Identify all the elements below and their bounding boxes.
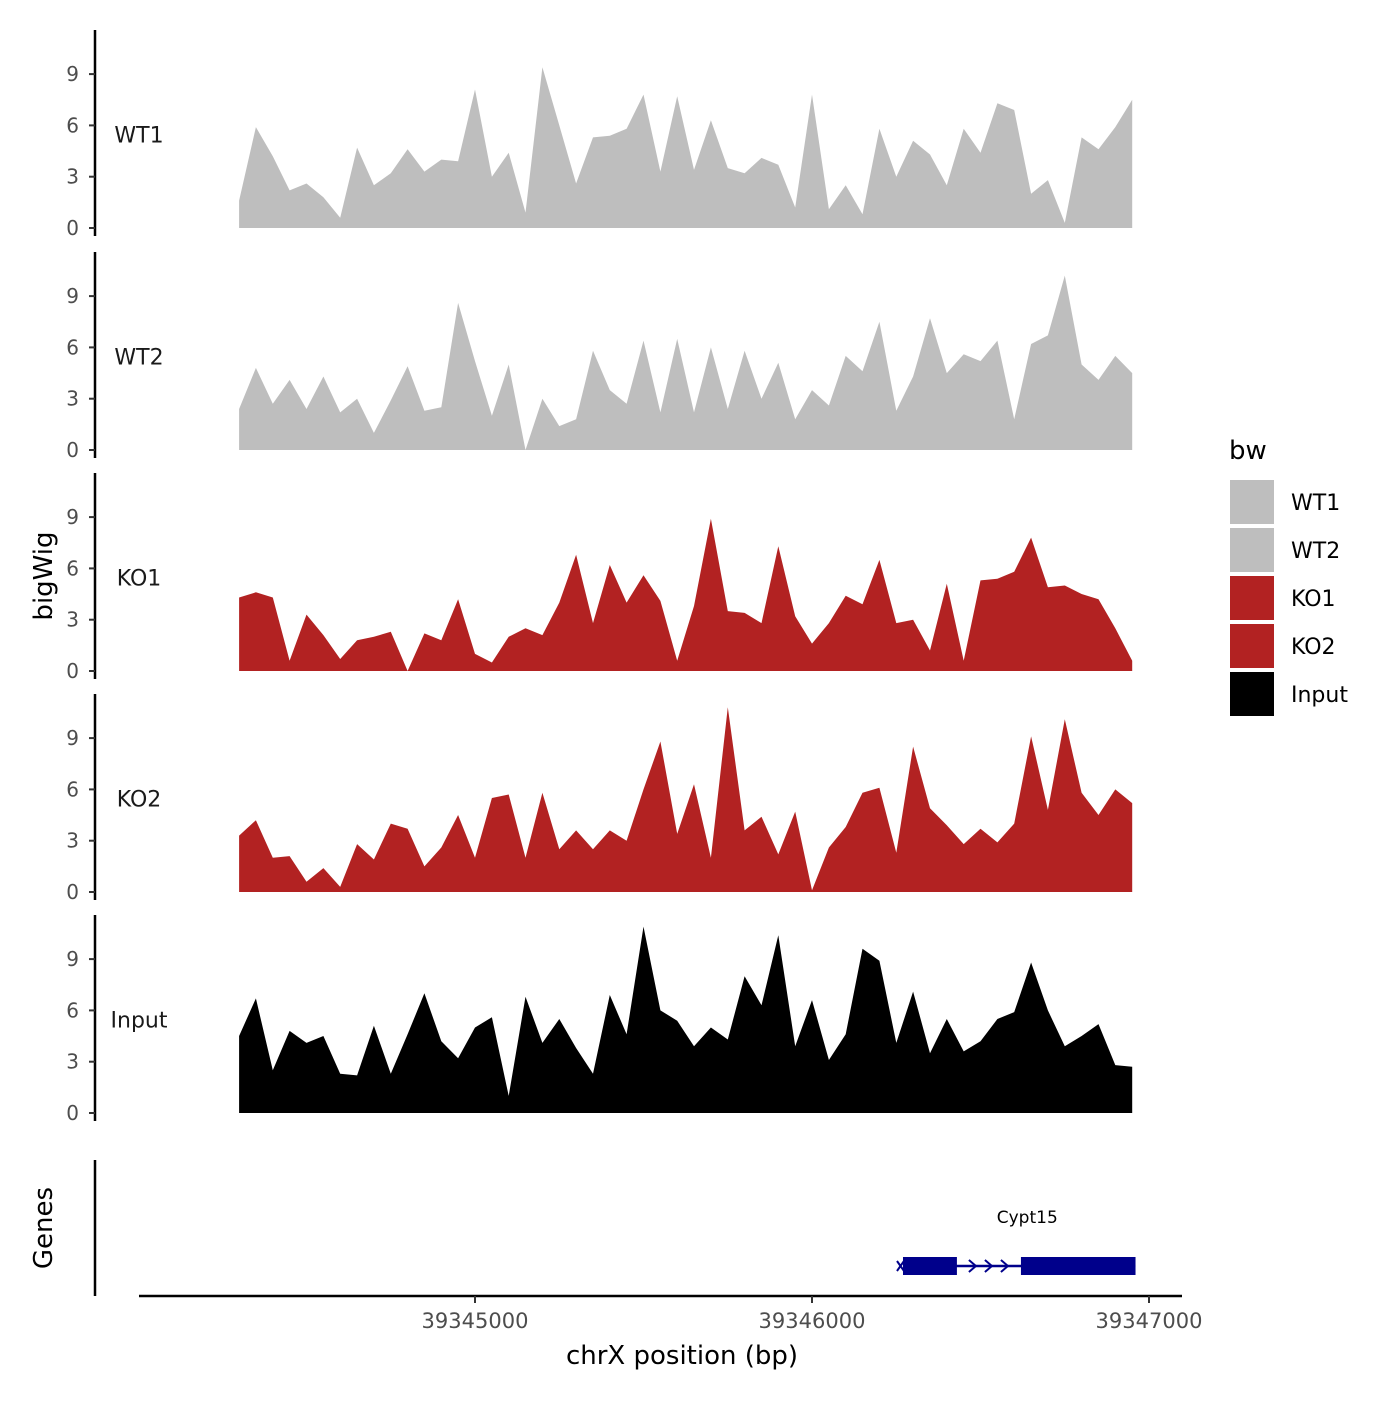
coverage-area-input <box>239 926 1133 1113</box>
strand-arrow <box>984 1259 994 1273</box>
y-axis-label: bigWig <box>29 531 59 620</box>
y-tick-label: 6 <box>66 113 79 137</box>
legend-swatch <box>1230 576 1274 620</box>
legend-item-ko2: KO2 <box>1230 624 1336 668</box>
coverage-area-wt2 <box>239 275 1133 450</box>
y-tick-label: 6 <box>66 777 79 801</box>
track-wt2: 0 3 6 9 WT2 <box>66 252 1133 462</box>
track-ko1: 0 3 6 9 KO1 <box>66 473 1133 683</box>
y-tick-label: 3 <box>66 608 79 632</box>
y-tick-label: 0 <box>66 438 79 462</box>
legend-swatch <box>1230 480 1274 524</box>
y-tick-label: 9 <box>66 284 79 308</box>
legend-label: Input <box>1291 683 1348 708</box>
x-tick-label: 39346000 <box>759 1309 866 1333</box>
legend: bw WT1 WT2 KO1 KO2 Input <box>1229 436 1348 716</box>
y-tick-label: 3 <box>66 387 79 411</box>
y-tick-label: 6 <box>66 556 79 580</box>
y-tick-label: 3 <box>66 829 79 853</box>
x-tick-label: 39345000 <box>422 1309 529 1333</box>
legend-label: KO2 <box>1291 635 1336 660</box>
legend-swatch <box>1230 528 1274 572</box>
track-input: 0 3 6 9 Input <box>66 915 1133 1125</box>
genes-panel: Cypt15 <box>93 1160 1136 1296</box>
legend-label: KO1 <box>1291 587 1336 612</box>
legend-item-input: Input <box>1230 672 1348 716</box>
x-axis-label: chrX position (bp) <box>566 1341 798 1371</box>
y-tick-label: 0 <box>66 216 79 240</box>
y-tick-label: 9 <box>66 726 79 750</box>
coverage-area-wt1 <box>239 67 1133 228</box>
track-label: WT1 <box>114 123 163 148</box>
legend-item-wt2: WT2 <box>1230 528 1340 572</box>
legend-title: bw <box>1229 436 1267 466</box>
gene-name-label: Cypt15 <box>997 1208 1058 1228</box>
genes-axis-label: Genes <box>29 1187 59 1269</box>
legend-item-ko1: KO1 <box>1230 576 1336 620</box>
strand-arrow <box>968 1259 978 1273</box>
track-label: WT2 <box>114 345 163 370</box>
track-label: KO2 <box>117 787 162 812</box>
y-tick-label: 0 <box>66 659 79 683</box>
track-label: Input <box>111 1008 168 1033</box>
legend-swatch <box>1230 672 1274 716</box>
gene-exon <box>1020 1257 1136 1275</box>
legend-label: WT1 <box>1291 491 1340 516</box>
y-tick-label: 3 <box>66 165 79 189</box>
track-label: KO1 <box>117 566 162 591</box>
y-tick-label: 6 <box>66 998 79 1022</box>
gene-exon <box>902 1257 957 1275</box>
gene-cypt15: Cypt15 <box>896 1208 1136 1275</box>
legend-label: WT2 <box>1291 539 1340 564</box>
coverage-area-ko1 <box>239 518 1133 671</box>
legend-swatch <box>1230 624 1274 668</box>
x-axis: 39345000 39346000 39347000 <box>138 1294 1203 1333</box>
track-ko2: 0 3 6 9 KO2 <box>66 694 1133 904</box>
y-tick-label: 0 <box>66 880 79 904</box>
strand-arrow <box>896 1260 905 1272</box>
track-wt1: 0 3 6 9 WT1 <box>66 30 1133 240</box>
y-tick-label: 3 <box>66 1050 79 1074</box>
y-tick-label: 9 <box>66 62 79 86</box>
y-tick-label: 9 <box>66 947 79 971</box>
y-tick-label: 0 <box>66 1101 79 1125</box>
legend-item-wt1: WT1 <box>1230 480 1340 524</box>
strand-arrow <box>1000 1259 1010 1273</box>
track-panels: 0 3 6 9 WT1 0 3 6 9 WT2 0 3 6 9 KO1 0 3 6 9 KO2 0 3 6 9 Input <box>66 30 1133 1125</box>
y-tick-label: 6 <box>66 335 79 359</box>
y-tick-label: 9 <box>66 505 79 529</box>
x-tick-label: 39347000 <box>1096 1309 1203 1333</box>
coverage-area-ko2 <box>239 707 1133 892</box>
